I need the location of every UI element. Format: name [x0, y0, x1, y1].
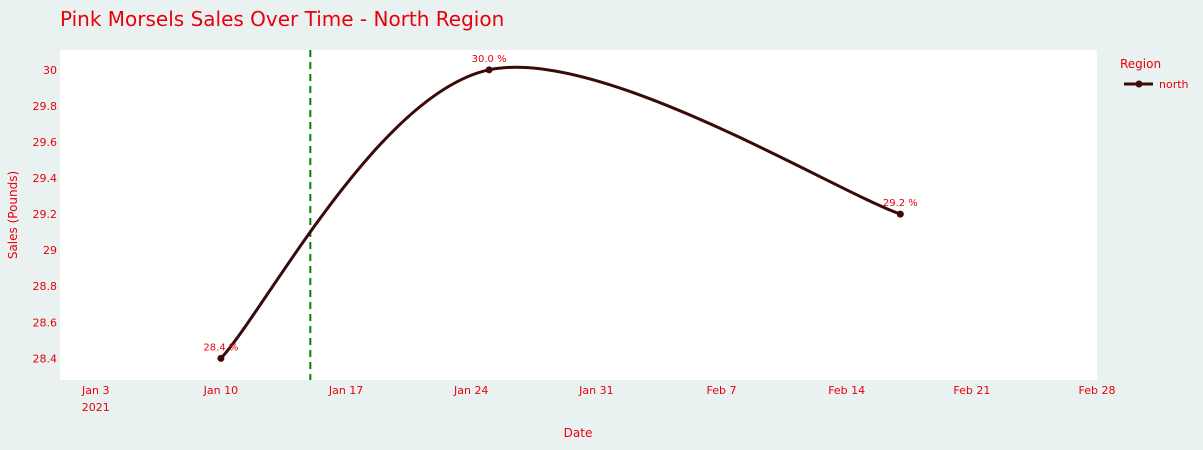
data-label: 29.2 % [883, 198, 918, 209]
x-tick-label: Feb 21 [953, 384, 990, 397]
x-tick-label: Feb 14 [828, 384, 865, 397]
legend[interactable]: Region north [1120, 57, 1189, 91]
x-year-label: 2021 [82, 401, 110, 414]
legend-marker [1135, 80, 1143, 88]
y-tick-label: 28.6 [33, 316, 58, 329]
legend-item-north[interactable]: north [1159, 78, 1189, 91]
y-tick-label: 29.4 [33, 172, 58, 185]
series-points [217, 66, 904, 362]
data-labels: 28.4 % 30.0 % 29.2 % [203, 54, 917, 354]
y-tick-label: 29.2 [33, 208, 58, 221]
data-point [217, 354, 225, 362]
y-tick-label: 30 [43, 64, 57, 77]
data-label: 28.4 % [203, 342, 238, 353]
x-tick-label: Jan 3 [81, 384, 109, 397]
x-tick-label: Jan 17 [328, 384, 363, 397]
data-point [896, 210, 904, 218]
x-tick-label: Jan 10 [203, 384, 238, 397]
data-point [485, 66, 493, 74]
x-tick-label: Jan 31 [578, 384, 613, 397]
data-label: 30.0 % [472, 54, 507, 65]
y-axis-ticks: 28.4 28.6 28.8 29 29.2 29.4 29.6 29.8 30 [33, 64, 58, 366]
x-tick-label: Feb 7 [707, 384, 737, 397]
x-axis-ticks: Jan 3 Jan 10 Jan 17 Jan 24 Jan 31 Feb 7 Feb 14… [81, 384, 1115, 414]
x-axis-title: Date [564, 426, 593, 440]
y-axis-title: Sales (Pounds) [6, 171, 20, 259]
y-tick-label: 29.6 [33, 136, 58, 149]
y-tick-label: 28.4 [33, 352, 58, 365]
y-tick-label: 28.8 [33, 280, 58, 293]
plot-area [60, 50, 1097, 380]
x-tick-label: Jan 24 [453, 384, 488, 397]
chart-title: Pink Morsels Sales Over Time - North Reg… [60, 7, 504, 31]
y-tick-label: 29 [43, 244, 57, 257]
y-tick-label: 29.8 [33, 100, 58, 113]
legend-title: Region [1120, 57, 1161, 71]
x-tick-label: Feb 28 [1079, 384, 1116, 397]
